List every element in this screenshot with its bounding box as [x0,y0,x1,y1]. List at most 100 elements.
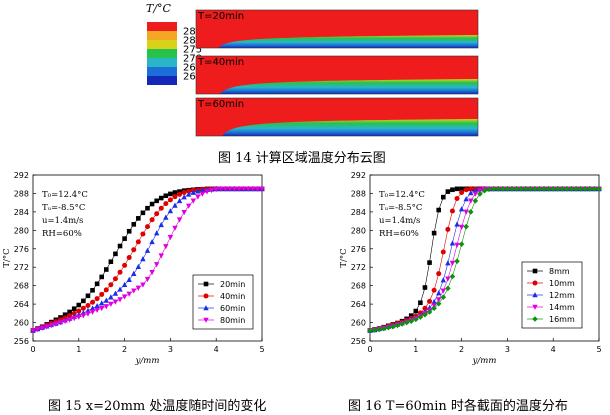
contour-panel: T=40min [195,55,479,95]
data-point [376,326,382,331]
data-point [30,328,36,334]
data-point [154,211,160,217]
data-point [254,185,261,192]
data-point [203,281,209,287]
data-point [545,186,552,192]
data-point [385,324,392,331]
data-point [76,302,82,308]
data-point [89,309,96,315]
data-point [259,186,265,192]
data-point [390,322,396,329]
data-point [477,186,483,192]
data-point [204,186,210,193]
data-point [440,294,447,300]
data-point [504,185,511,192]
x-tick-label: 2 [459,345,464,354]
data-point [573,186,579,192]
data-point [222,186,229,192]
data-point [195,188,201,194]
data-point [555,186,561,192]
data-point [509,186,515,192]
data-point [44,322,50,328]
data-point [381,325,387,331]
data-point [596,186,602,192]
data-point [582,186,588,192]
data-point [186,188,192,194]
data-point [596,186,602,192]
data-point [592,186,597,192]
x-tick-label: 1 [413,345,418,354]
data-point [472,198,479,204]
contour-legend-title: T/°C [146,2,172,15]
parameter-text: T₀=12.4°C [42,190,88,200]
data-point [518,185,524,192]
data-point [440,288,446,294]
data-point [596,186,602,192]
data-point [80,313,87,319]
data-point [140,282,146,288]
data-point [195,187,201,193]
data-point [218,186,224,192]
legend-swatch [147,58,177,67]
plot-frame [32,174,263,342]
data-point [422,305,428,311]
data-point [481,185,488,192]
data-point [468,186,474,192]
data-point [573,186,579,192]
data-point [536,186,543,192]
data-point [532,185,538,192]
data-point [578,186,584,192]
data-point [172,225,178,231]
data-point [495,186,501,192]
data-point [153,262,160,268]
data-point [117,286,123,292]
data-point [94,307,100,314]
data-point [158,253,164,259]
legend-entry: 8mm [549,267,570,276]
y-tick-label: 284 [351,208,366,217]
data-point [76,308,82,314]
data-point [103,297,109,303]
data-point [463,186,469,192]
data-point [505,186,510,192]
data-point [99,305,105,312]
data-point [254,186,260,192]
data-point [153,230,160,236]
data-point [227,186,233,192]
plot-frame [369,174,600,342]
data-point [376,326,382,333]
data-point [523,185,529,192]
data-point [62,317,68,323]
contour-cold-layer [222,119,478,136]
parameter-text: Tᵤ=-8.5°C [42,203,85,213]
data-point [522,186,529,192]
data-point [240,185,247,192]
data-point [564,186,570,192]
x-tick-label: 0 [367,345,372,354]
data-point [449,273,456,280]
data-point [523,186,529,192]
data-point [254,186,261,192]
data-point [223,186,228,192]
y-tick-label: 292 [351,171,366,180]
data-point [149,201,155,207]
data-point [417,310,423,316]
data-point [186,191,192,197]
data-point [121,281,128,288]
data-point [463,209,469,215]
data-point [404,317,410,323]
data-point [71,306,77,312]
contour-panels: T=20min T=40min T=60min [195,9,479,137]
data-point [94,296,100,302]
data-point [213,186,219,192]
figure-16-caption: 图 16 T=60min 时各截面的温度分布 [348,399,568,414]
data-point [199,191,206,197]
data-point [573,186,579,192]
data-point [204,189,210,195]
data-point [477,188,483,194]
data-point [66,317,73,323]
data-point [381,325,387,331]
data-point [372,326,378,332]
